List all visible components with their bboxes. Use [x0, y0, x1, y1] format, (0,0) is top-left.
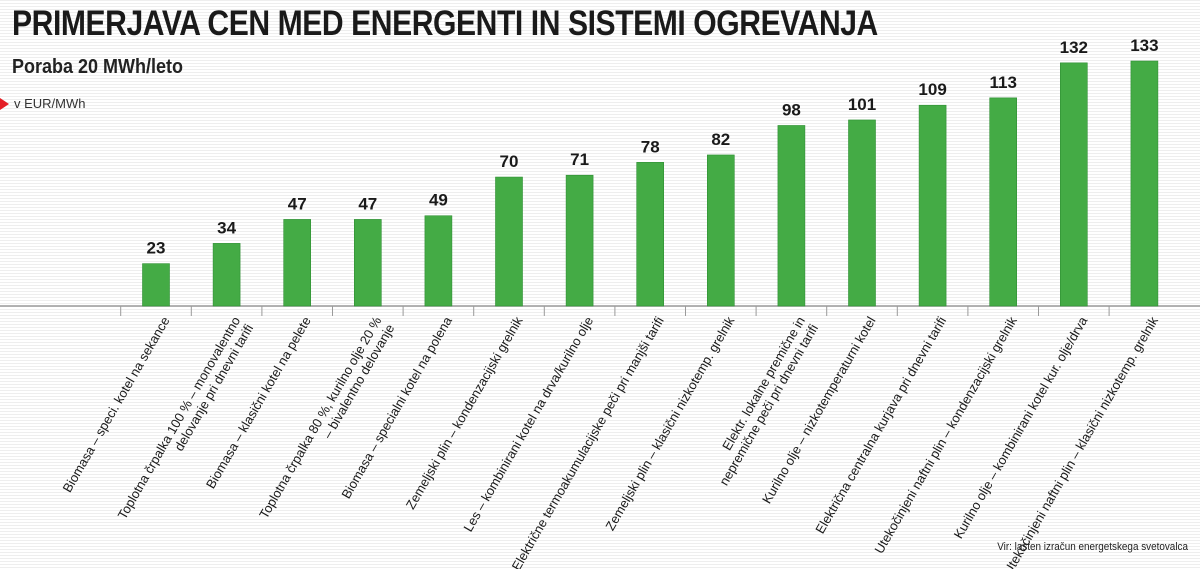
red-triangle-icon — [0, 97, 9, 110]
bar-value-label: 23 — [147, 239, 166, 258]
bar — [989, 97, 1018, 307]
bar — [777, 125, 806, 307]
bar-value-label: 132 — [1060, 38, 1088, 57]
bar — [353, 219, 382, 307]
category-label: Zemeljski plin – kondenzacijski grelnik — [403, 314, 526, 512]
bar-value-label: 47 — [288, 194, 307, 213]
bar-value-label: 47 — [358, 194, 377, 213]
bar — [495, 176, 523, 307]
bar-value-label: 133 — [1130, 36, 1158, 55]
bar — [1130, 60, 1159, 307]
bar — [565, 174, 594, 307]
category-label: Kurilno olje – nizkotemperaturni kotel — [759, 314, 879, 506]
bar-value-label: 34 — [217, 218, 236, 237]
category-label: Toplotna črpalka 100 % – monovalentnodel… — [115, 314, 257, 529]
bar-value-label: 78 — [641, 137, 660, 156]
bar — [283, 219, 312, 307]
category-label: Utekočinjeni naftni plin – kondenzacijsk… — [871, 314, 1020, 557]
bar — [212, 243, 241, 307]
bar — [424, 215, 453, 307]
bar-value-label: 101 — [848, 95, 876, 114]
bar-value-label: 109 — [918, 80, 946, 99]
category-label: Kurilno olje – kombinirani kotel kur. ol… — [951, 313, 1091, 541]
bar-value-label: 71 — [570, 150, 589, 169]
bar-value-label: 98 — [782, 100, 801, 119]
chart-title: PRIMERJAVA CEN MED ENERGENTI IN SISTEMI … — [12, 4, 878, 43]
unit-text: v EUR/MWh — [14, 96, 86, 111]
category-label: Zemeljski plin – klasični nizkotemp. gre… — [602, 314, 737, 533]
bar — [706, 154, 735, 307]
bar-value-label: 82 — [711, 130, 730, 149]
chart-subtitle: Poraba 20 MWh/leto — [12, 56, 184, 78]
bar-value-label: 49 — [429, 191, 448, 210]
category-label: Električne termoakumulacijske peči pri m… — [509, 314, 667, 569]
category-label: Električna centralna kurjava pri dnevni … — [812, 314, 949, 536]
bar-value-label: 113 — [989, 73, 1016, 92]
bar — [636, 162, 665, 307]
category-label: Utekočinjeni naftni plin – klasični nizk… — [1000, 314, 1161, 569]
bar — [848, 119, 876, 307]
bar — [142, 263, 170, 307]
unit-label: v EUR/MWh — [0, 96, 86, 111]
bar — [918, 104, 947, 307]
category-label: Toplotna črpalka 80 %, kurilno olje 20 %… — [256, 314, 397, 529]
bar-value-label: 70 — [500, 152, 519, 171]
category-label: Les – kombinirani kotel na drva/kurilno … — [460, 314, 596, 534]
bar — [1060, 62, 1088, 307]
source-note: Vir: lasten izračun energetskega svetova… — [997, 541, 1188, 553]
